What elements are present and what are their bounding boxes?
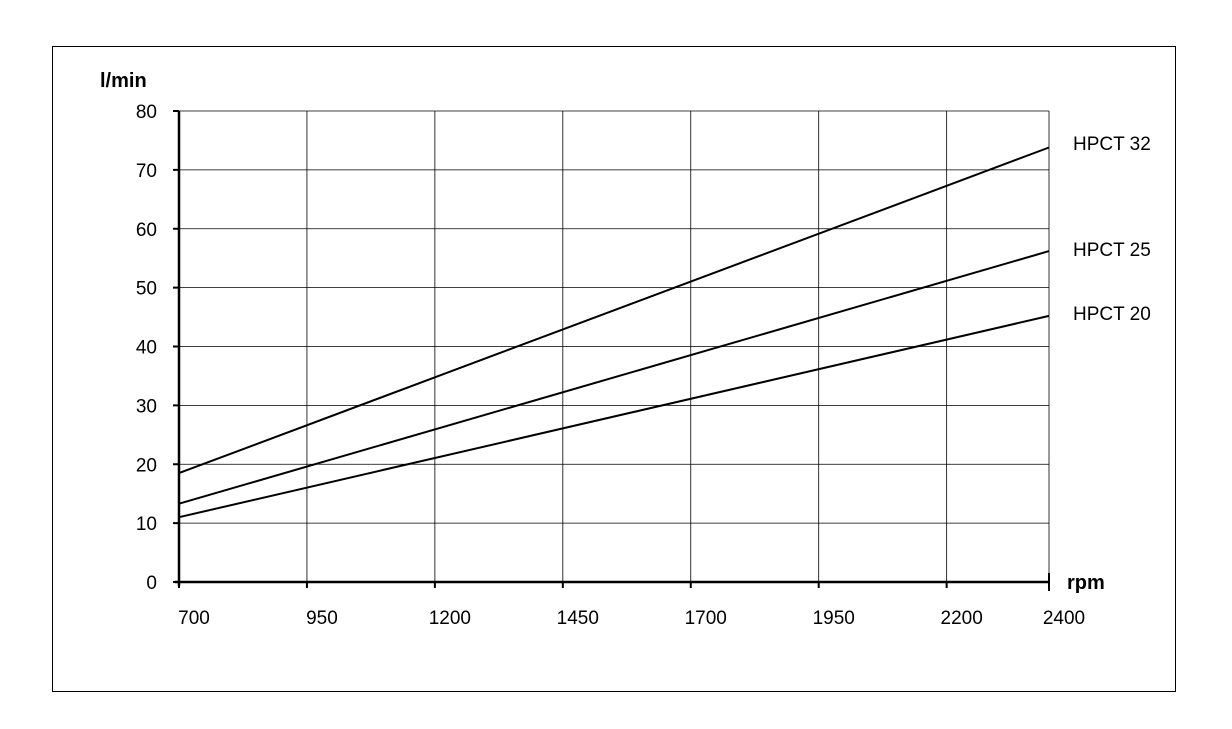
x-tick-label: 1700	[685, 608, 727, 629]
x-tick-label: 1950	[813, 608, 855, 629]
x-tick-label: 950	[306, 608, 338, 629]
series-line-2	[178, 314, 1050, 519]
y-tick-label: 70	[136, 161, 157, 182]
chart-frame	[52, 46, 1176, 692]
series-line-0	[178, 146, 1050, 475]
series-line-1	[178, 250, 1050, 505]
y-tick-label: 10	[136, 514, 157, 535]
y-tick-label: 20	[136, 455, 157, 476]
grid	[179, 110, 1050, 582]
series-label-2: HPCT 20	[1073, 304, 1151, 325]
x-tick-label: 1200	[429, 608, 471, 629]
y-tick-label: 60	[136, 220, 157, 241]
y-tick-label: 30	[136, 396, 157, 417]
x-tick-label: 2200	[941, 608, 983, 629]
y-tick-label: 50	[136, 279, 157, 300]
series-lines	[178, 146, 1050, 519]
labels: l/min rpm 0 10 20 30 40 50 60 70 80 700 950 1200 145…	[100, 70, 1151, 629]
series-label-1: HPCT 25	[1073, 240, 1151, 261]
y-tick-label: 0	[146, 573, 157, 594]
y-axis-title: l/min	[100, 70, 147, 92]
x-tick-label: 2400	[1043, 608, 1085, 629]
y-tick-label: 40	[136, 338, 157, 359]
axes	[173, 110, 1050, 591]
x-tick-label: 700	[178, 608, 210, 629]
x-tick-label: 1450	[557, 608, 599, 629]
x-axis-title: rpm	[1067, 572, 1105, 594]
y-tick-label: 80	[136, 102, 157, 123]
series-label-0: HPCT 32	[1073, 134, 1151, 155]
